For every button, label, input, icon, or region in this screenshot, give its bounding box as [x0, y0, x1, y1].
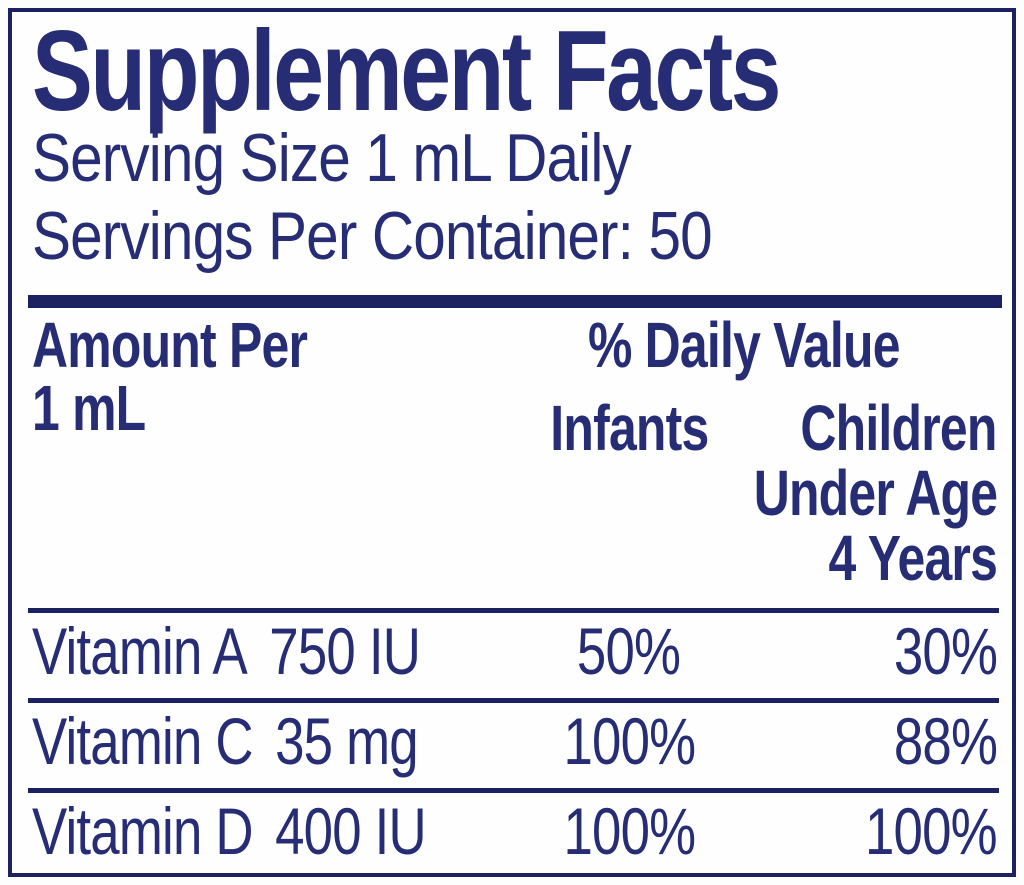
infants-daily-value: 100% [563, 794, 696, 868]
row-divider [28, 698, 999, 703]
nutrient-name-and-amount: Vitamin A 750 IU [32, 618, 517, 684]
daily-value-header: % Daily Value [588, 309, 901, 381]
children-daily-value: 100% [865, 794, 998, 868]
children-daily-value: 30% [893, 614, 998, 688]
nutrient-row-vitamin-a: Vitamin A 750 IU 50% 30% [12, 618, 1012, 690]
children-daily-value: 88% [893, 704, 998, 778]
children-header-line2: Under Age [753, 457, 997, 529]
row-divider [28, 788, 999, 793]
nutrient-row-vitamin-d: Vitamin D 400 IU 100% 100% [12, 798, 1012, 870]
row-divider [28, 608, 999, 613]
nutrient-name: Vitamin A [32, 614, 248, 688]
nutrient-amount: 400 IU [275, 794, 427, 868]
infants-daily-value: 100% [563, 704, 696, 778]
supplement-facts-title: Supplement Facts [32, 12, 966, 132]
nutrient-name: Vitamin D [32, 794, 254, 868]
infants-daily-value: 50% [577, 614, 681, 688]
amount-per-header-line2: 1 mL [32, 372, 146, 444]
nutrient-name: Vitamin C [32, 704, 254, 778]
nutrient-amount: 750 IU [269, 614, 421, 688]
children-column-header: Children Under Age 4 Years [685, 396, 997, 591]
supplement-facts-panel: Supplement Facts Serving Size 1 mL Daily… [8, 8, 1016, 877]
nutrient-row-vitamin-c: Vitamin C 35 mg 100% 88% [12, 708, 1012, 780]
serving-size-text: Serving Size 1 mL Daily [32, 120, 632, 196]
children-header-line1: Children [800, 392, 998, 464]
nutrient-name-and-amount: Vitamin C 35 mg [32, 708, 514, 774]
supplement-facts-title-text: Supplement Facts [32, 8, 781, 135]
children-header-line3: 4 Years [828, 522, 997, 594]
servings-per-container-text: Servings Per Container: 50 [32, 198, 713, 274]
nutrient-name-and-amount: Vitamin D 400 IU [32, 798, 524, 864]
header-divider-bar [28, 295, 1002, 308]
amount-per-header-line1: Amount Per [32, 309, 308, 381]
nutrient-amount: 35 mg [275, 704, 419, 778]
infants-column-header: Infants [549, 392, 709, 464]
